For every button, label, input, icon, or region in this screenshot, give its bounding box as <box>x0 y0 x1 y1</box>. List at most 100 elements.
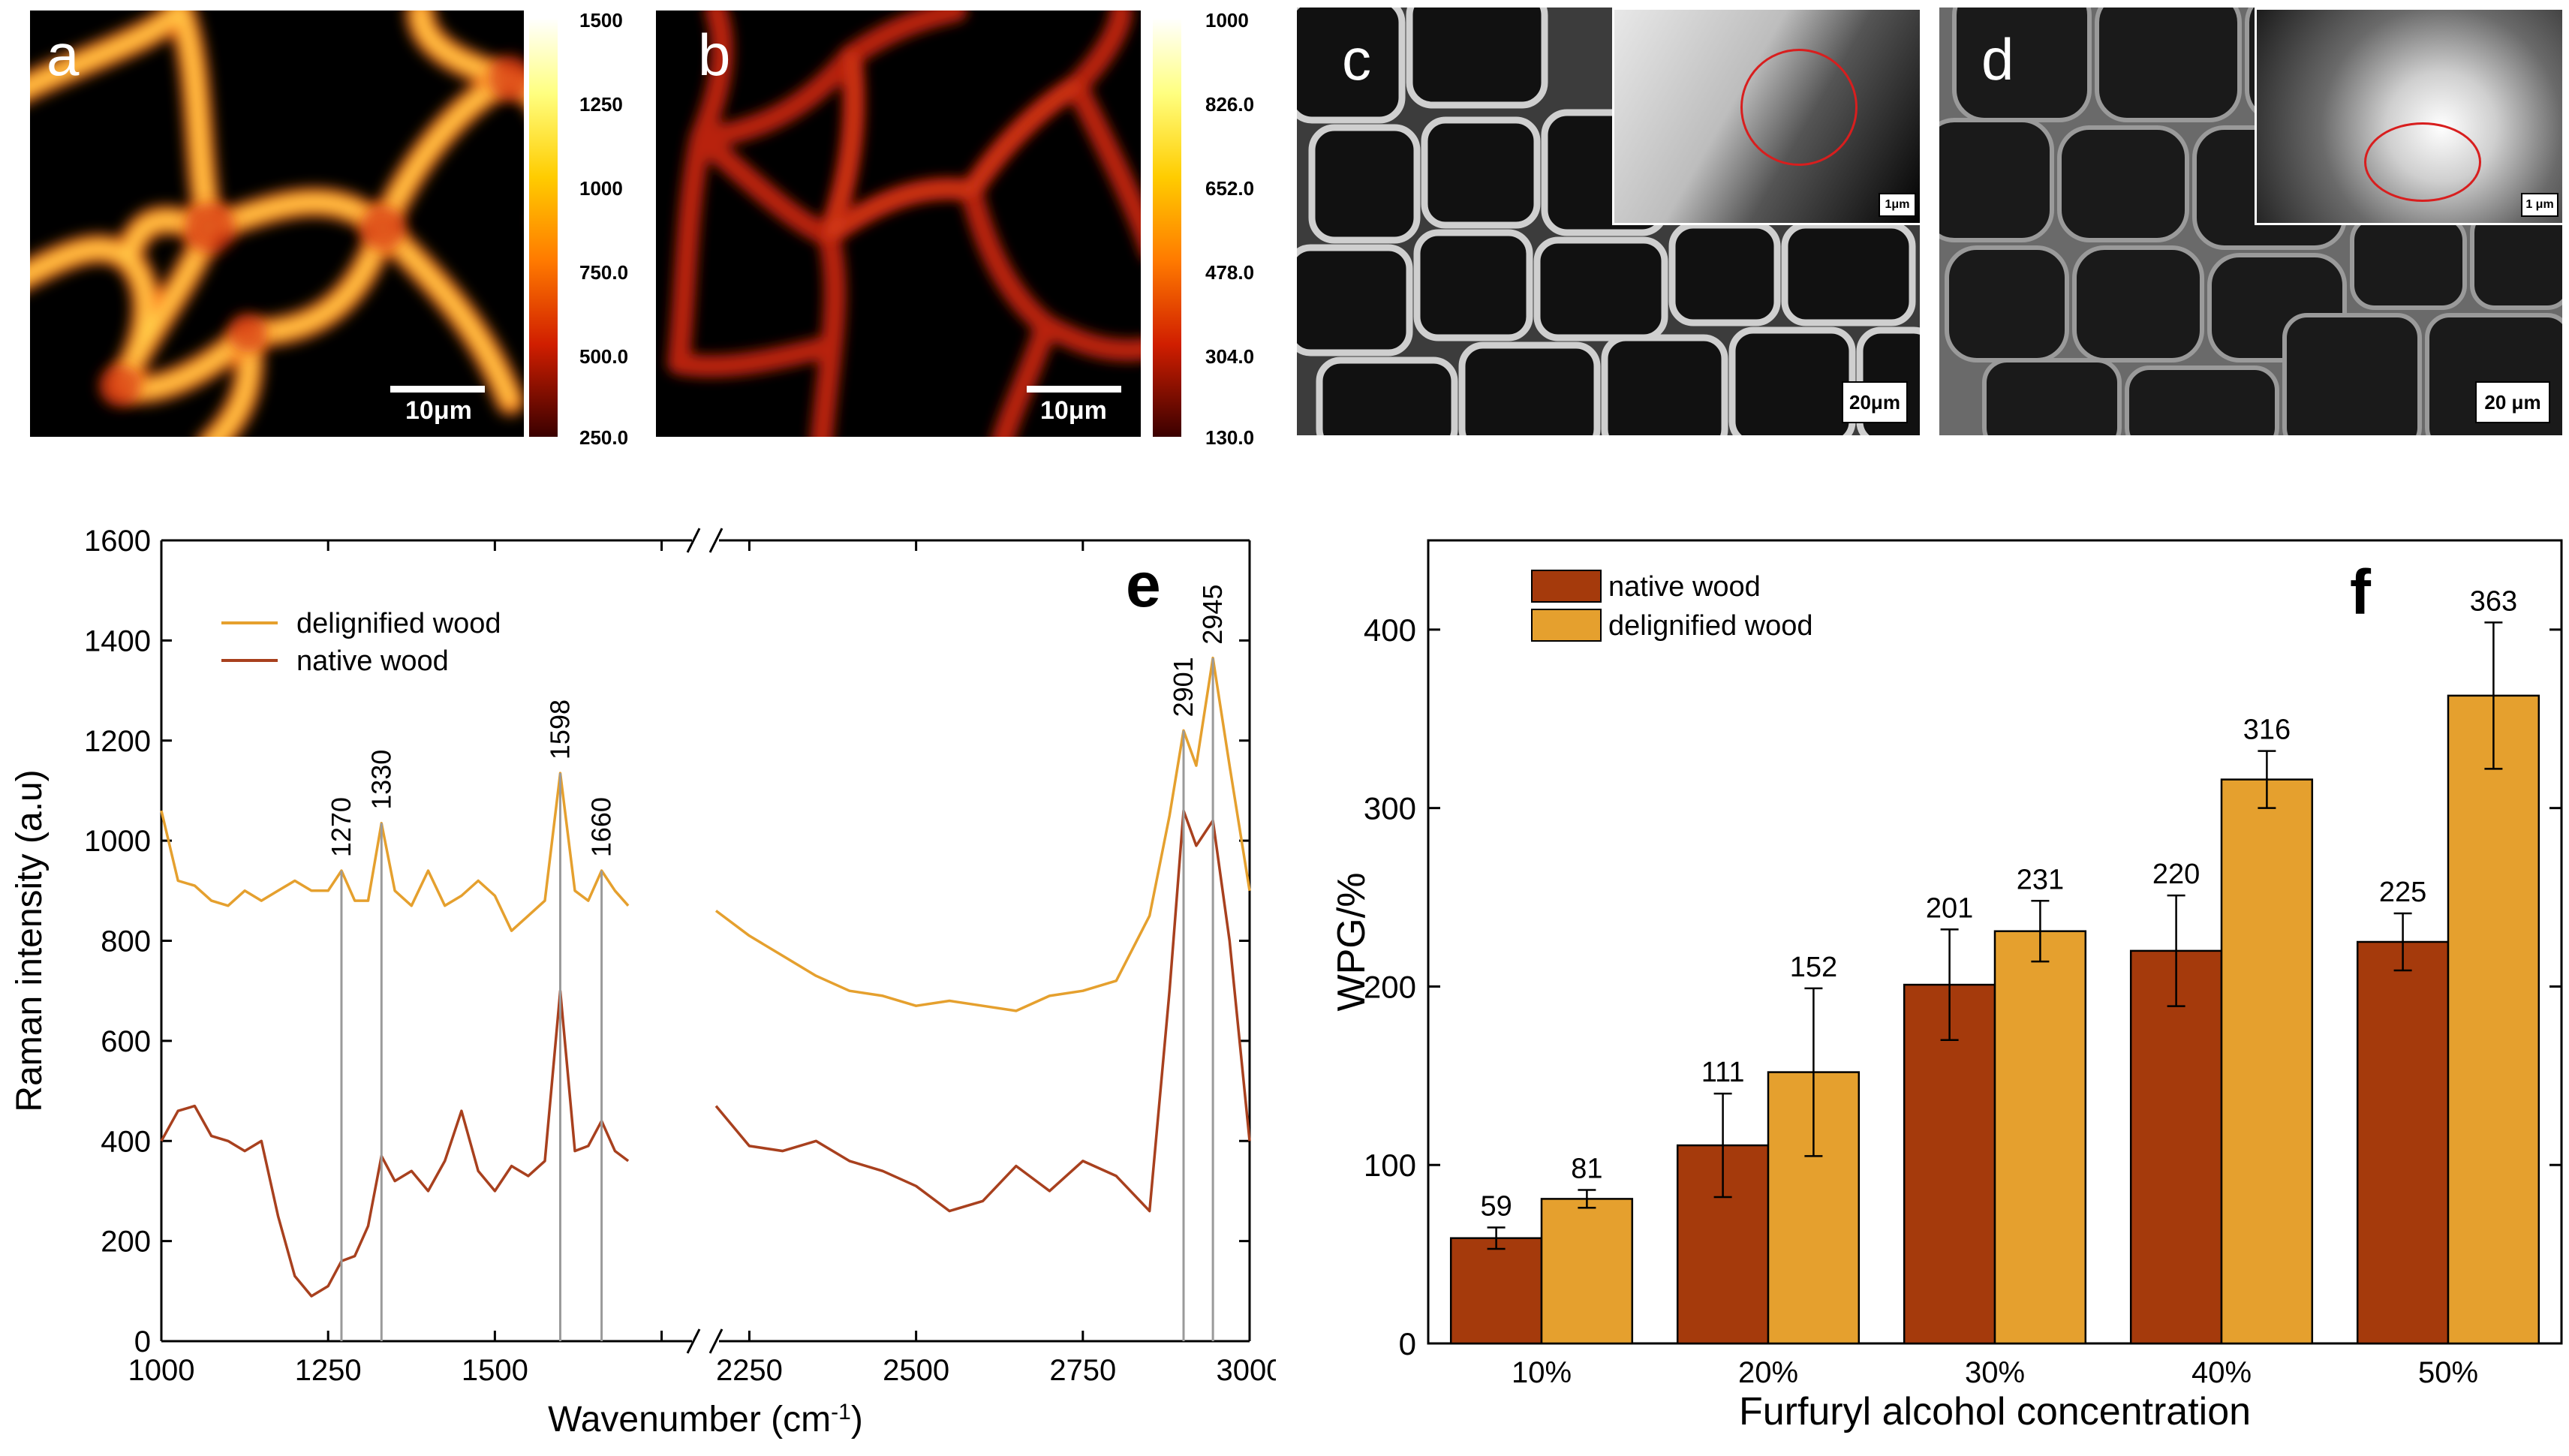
y-tick-label: 0 <box>1399 1326 1416 1361</box>
panel-letter-f: f <box>2350 557 2372 627</box>
panel-b-raman-map-delignified: b 10μm <box>656 11 1181 438</box>
legend-label: native wood <box>296 645 449 677</box>
chart-e-series <box>160 656 1251 1298</box>
axis-break-mark <box>686 528 701 553</box>
y-tick-label: 0 <box>134 1325 151 1358</box>
chart-e-axes <box>160 528 1251 1354</box>
colorbar-tick: 304.0 <box>1205 345 1255 368</box>
series-line <box>714 809 1251 1213</box>
y-axis-label: Raman intensity (a.u) <box>10 769 50 1112</box>
data-label: 81 <box>1571 1154 1602 1185</box>
bar <box>1540 1198 1634 1345</box>
x-tick-label: 2250 <box>716 1354 783 1387</box>
chart-f-labels: 0 100 200 300 400 WPG/% Furfuryl alcohol conce… <box>1330 557 2517 1433</box>
axis-break-mark <box>708 528 723 553</box>
bar <box>2220 778 2314 1345</box>
panel-letter-d: d <box>1981 26 2014 92</box>
colorbar-tick: 1500 <box>579 9 623 32</box>
axis-break-mark <box>686 1328 701 1354</box>
data-label: 220 <box>2152 859 2200 890</box>
bar <box>2356 940 2450 1345</box>
peak-label: 1598 <box>544 699 575 760</box>
colorbar-tick: 1250 <box>579 93 623 116</box>
colorbar-tick: 1000 <box>1205 9 1249 32</box>
x-tick-label: 1500 <box>462 1354 528 1387</box>
x-tick-label: 1250 <box>295 1354 362 1387</box>
x-axis-label: Wavenumber (cm-1) <box>548 1400 863 1440</box>
bar <box>2447 694 2540 1345</box>
x-axis-label-superscript: -1 <box>831 1400 851 1424</box>
chart-f-bars <box>1449 621 2540 1345</box>
scale-bar <box>390 386 485 393</box>
peak-label: 2901 <box>1168 657 1199 717</box>
highlight-circle <box>1740 49 1858 166</box>
x-tick-label: 2750 <box>1049 1354 1116 1387</box>
bar <box>2129 949 2223 1345</box>
raman-intensity-map-a: a 10μm <box>30 11 524 437</box>
data-label: 152 <box>1790 952 1837 983</box>
x-tick-label: 50% <box>2418 1356 2478 1389</box>
data-label: 225 <box>2379 877 2426 908</box>
legend-label: delignified wood <box>296 608 501 639</box>
raman-spectra-chart: 0 200 400 600 800 1000 1200 1400 1600 1000 1250 150… <box>10 525 1276 1440</box>
panel-letter-e: e <box>1126 549 1161 620</box>
raman-map-a-image <box>30 11 524 437</box>
data-label: 59 <box>1480 1190 1512 1222</box>
bar <box>1449 1237 1543 1345</box>
y-tick-label: 400 <box>101 1125 151 1158</box>
data-label: 111 <box>1701 1057 1745 1088</box>
scale-bar: 20 μm <box>2475 381 2550 423</box>
y-tick-label: 1000 <box>84 825 151 858</box>
colorbar-tick: 500.0 <box>579 345 629 368</box>
legend-label: delignified wood <box>1608 610 1813 642</box>
x-tick-label: 2500 <box>883 1354 949 1387</box>
inset-scale-bar: 1 μm <box>2521 193 2558 217</box>
scale-bar-label: 10μm <box>1040 396 1107 425</box>
x-tick-label: 1000 <box>128 1354 195 1387</box>
y-tick-label: 200 <box>101 1226 151 1259</box>
colorbar-b <box>1153 18 1181 437</box>
colorbar-tick: 1000 <box>579 177 623 200</box>
y-tick-label: 400 <box>1364 612 1416 648</box>
colorbar-tick: 826.0 <box>1205 93 1255 116</box>
legend-label: native wood <box>1608 571 1761 603</box>
legend-swatch <box>1531 570 1602 603</box>
scale-bar: 20μm <box>1842 381 1908 423</box>
x-tick-label: 20% <box>1738 1356 1798 1389</box>
y-tick-label: 600 <box>101 1025 151 1058</box>
data-label: 363 <box>2470 585 2517 617</box>
x-tick-label: 40% <box>2191 1356 2252 1389</box>
scale-bar <box>1027 386 1121 393</box>
x-tick-label: 3000 <box>1217 1354 1276 1387</box>
colorbar-tick: 750.0 <box>579 261 629 284</box>
y-tick-label: 1600 <box>84 525 151 558</box>
data-label: 316 <box>2243 714 2291 746</box>
colorbar-tick: 478.0 <box>1205 261 1255 284</box>
raman-map-b-image <box>656 11 1141 437</box>
bar <box>1903 983 1996 1345</box>
panel-c-sem-native: 1μm c 20μm <box>1297 8 1920 435</box>
inset-scale-bar: 1μm <box>1879 193 1916 217</box>
series-line <box>160 989 630 1298</box>
panel-letter-b: b <box>698 22 731 88</box>
legend-swatch <box>1531 609 1602 642</box>
y-tick-label: 100 <box>1364 1148 1416 1183</box>
panel-letter-a: a <box>47 22 80 88</box>
peak-label: 1660 <box>586 797 617 857</box>
y-tick-label: 300 <box>1364 791 1416 826</box>
scale-bar-label: 10μm <box>405 396 472 425</box>
data-label: 201 <box>1926 892 1973 924</box>
colorbar-tick: 652.0 <box>1205 177 1255 200</box>
bar <box>1993 930 2087 1345</box>
x-axis-label: Furfuryl alcohol concentration <box>1739 1390 2251 1433</box>
axis-break-mark <box>708 1328 723 1354</box>
y-axis-label: WPG/% <box>1330 873 1373 1012</box>
x-tick-label: 30% <box>1965 1356 2025 1389</box>
panel-a-raman-map-native: a 10μm <box>30 11 558 438</box>
wpg-bar-chart: 0 100 200 300 400 WPG/% Furfuryl alcohol conce… <box>1330 539 2563 1433</box>
inset-image-c: 1μm <box>1612 8 1920 225</box>
peak-label: 1270 <box>326 797 356 857</box>
colorbar-a <box>529 18 558 437</box>
data-label: 231 <box>2017 864 2064 895</box>
highlight-circle <box>2364 122 2481 202</box>
